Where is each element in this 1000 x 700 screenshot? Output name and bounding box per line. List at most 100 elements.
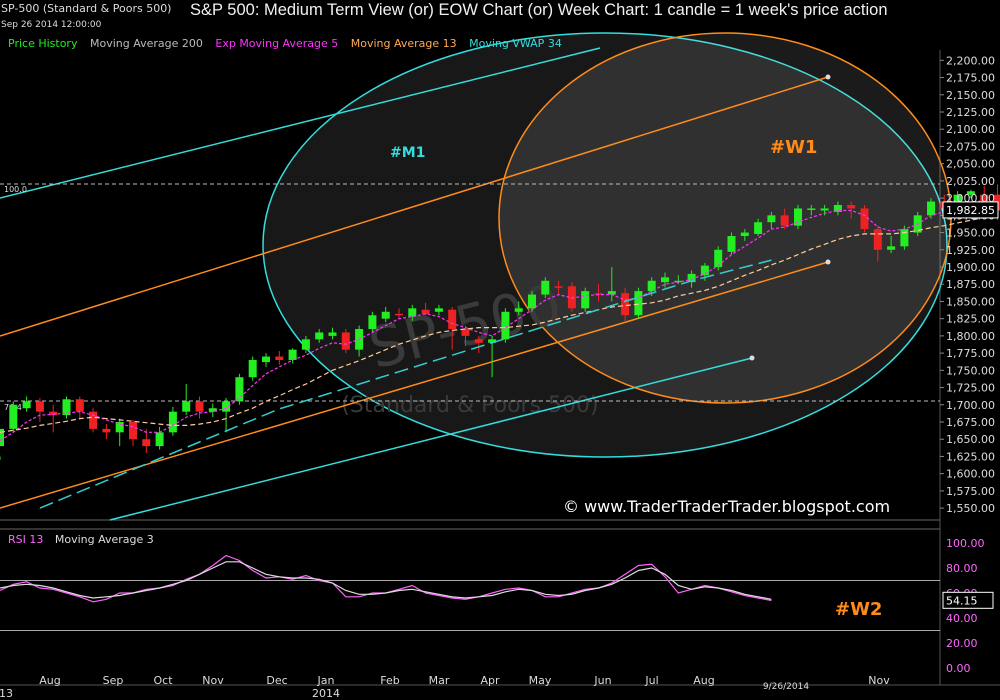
x-axis-label: Dec	[266, 674, 287, 687]
candle-body	[661, 277, 669, 283]
price-tick-label: 1,950.00	[946, 227, 995, 240]
candle-body	[208, 408, 217, 412]
price-tick-label: 1,775.00	[946, 347, 995, 360]
candle-body	[328, 332, 337, 336]
watermark-name: (Standard & Poors 500)	[341, 393, 598, 418]
x-axis-label: Aug	[39, 674, 60, 687]
candle-body	[182, 401, 191, 412]
price-tick-label: 2,125.00	[946, 106, 995, 119]
x-axis-label: Jun	[593, 674, 611, 687]
candle-body	[621, 293, 630, 316]
cyan-channel-upper	[0, 47, 601, 199]
candle-body	[315, 332, 324, 340]
candle-body	[421, 309, 430, 314]
price-legend: Price History Moving Average 200 Exp Mov…	[8, 37, 571, 50]
x-axis-label: Nov	[202, 674, 224, 687]
x-axis-label: Mar	[429, 674, 450, 687]
candle-body	[22, 401, 31, 409]
x-axis-label: 2014	[312, 687, 340, 700]
x-axis-label: Jan	[317, 674, 335, 687]
price-tick-label: 1,825.00	[946, 313, 995, 326]
candle-body	[754, 222, 763, 234]
candle-body	[222, 401, 231, 412]
x-axis-label: Apr	[480, 674, 500, 687]
candle-body	[674, 280, 683, 283]
orange-channel-endpoint	[825, 259, 831, 265]
candle-body	[301, 339, 310, 350]
x-axis-label: Feb	[380, 674, 399, 687]
ma13-line	[0, 214, 998, 433]
x-axis-label: Aug	[693, 674, 714, 687]
price-tick-label: 1,900.00	[946, 261, 995, 274]
price-tick-label: 1,625.00	[946, 450, 995, 463]
candle-body	[248, 360, 257, 378]
x-axis-label: Nov	[868, 674, 890, 687]
candle-body	[89, 411, 98, 429]
candle-body	[195, 401, 204, 412]
m1-label: #M1	[390, 145, 425, 161]
candle-body	[847, 205, 856, 209]
price-tick-label: 2,025.00	[946, 175, 995, 188]
vwap34-line	[39, 259, 772, 509]
candle-body	[501, 311, 510, 340]
legend-ema5: Exp Moving Average 5	[215, 37, 339, 50]
candle-body	[687, 273, 696, 283]
candle-body	[35, 401, 44, 412]
candle-body	[115, 422, 124, 433]
rsi-tick-label: 40.00	[946, 612, 978, 625]
price-tick-label: 2,175.00	[946, 72, 995, 85]
candle-body	[966, 191, 975, 195]
candle-body	[541, 280, 550, 295]
x-axis-label: 13	[0, 687, 13, 700]
candle-body	[927, 201, 935, 216]
price-tick-label: 2,200.00	[946, 54, 995, 67]
candle-body	[288, 349, 297, 360]
candle-body	[873, 229, 882, 250]
price-tick-label: 1,700.00	[946, 399, 995, 412]
price-tick-label: 1,675.00	[946, 416, 995, 429]
candle-body	[714, 249, 723, 267]
candle-body	[607, 291, 616, 295]
rsi-legend: RSI 13 Moving Average 3	[8, 533, 162, 546]
symbol-label: SP-500 (Standard & Poors 500)	[1, 2, 172, 15]
candle-body	[75, 399, 84, 412]
candle-body	[341, 332, 350, 350]
x-axis-label: Jul	[644, 674, 658, 687]
fib-label-100: 100.0	[4, 185, 27, 194]
legend-vwap34: Moving VWAP 34	[469, 37, 562, 50]
price-tick-label: 2,050.00	[946, 158, 995, 171]
legend-rsi: RSI 13	[8, 533, 44, 546]
rsi-tick-label: 80.00	[946, 562, 978, 575]
candle-body	[129, 422, 137, 440]
last-price-box	[942, 201, 999, 219]
candle-body	[833, 205, 842, 212]
m1-ellipse	[262, 32, 948, 458]
candle-body	[567, 286, 576, 309]
candle-body	[807, 208, 816, 210]
candle-body	[275, 356, 284, 360]
candle-body	[514, 308, 523, 312]
price-tick-label: 2,150.00	[946, 89, 995, 102]
candle-body	[554, 286, 563, 288]
price-tick-label: 2,100.00	[946, 123, 995, 136]
w1-label: #W1	[770, 137, 817, 158]
price-tick-label: 1,725.00	[946, 382, 995, 395]
candle-body	[408, 308, 417, 317]
candle-body	[860, 208, 869, 230]
price-tick-label: 1,575.00	[946, 485, 995, 498]
candle-body	[780, 215, 789, 226]
candle-body	[102, 428, 111, 433]
candle-body	[142, 439, 151, 447]
copyright-bg	[555, 494, 913, 518]
candle-body	[49, 411, 58, 416]
price-tick-label: 1,800.00	[946, 330, 995, 343]
legend-rsi-ma: Moving Average 3	[54, 533, 154, 546]
price-tick-label: 1,550.00	[946, 502, 995, 515]
candle-body	[62, 399, 71, 416]
date-label: Sep 26 2014 12:00:00	[1, 20, 102, 30]
x-axis-label: 9/26/2014	[763, 682, 809, 692]
ema5-line	[0, 200, 998, 442]
candle-body	[767, 215, 776, 223]
candle-body	[155, 432, 164, 447]
